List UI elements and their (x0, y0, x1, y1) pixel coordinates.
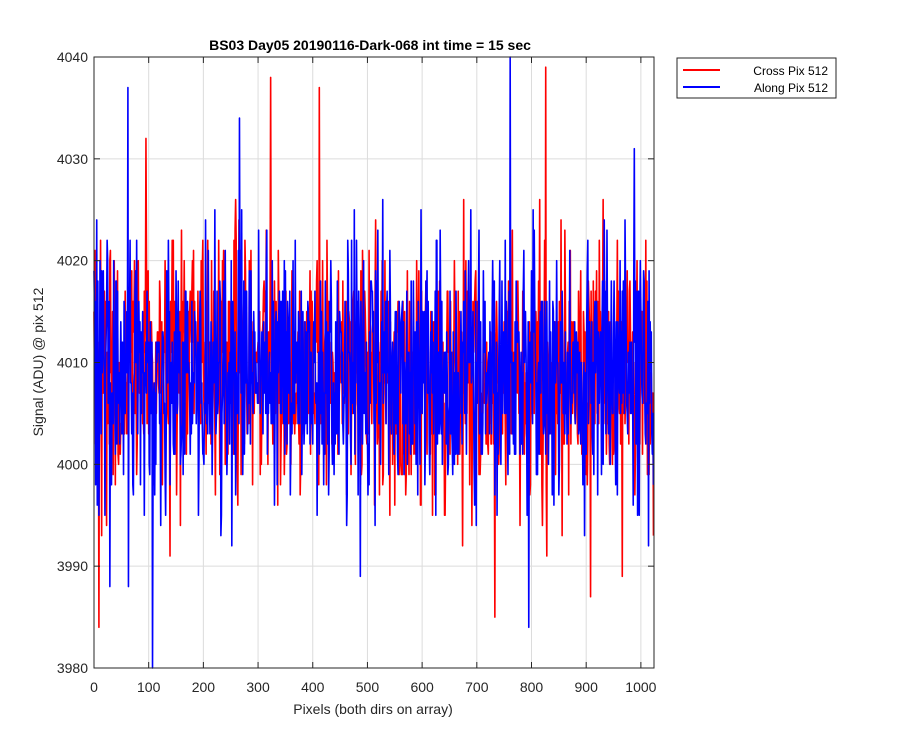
series-line-along-pix-512 (93, 56, 655, 669)
y-tick-label: 4000 (57, 456, 88, 472)
y-tick-label: 4010 (57, 355, 88, 371)
legend-label-cross: Cross Pix 512 (753, 64, 828, 78)
y-tick-label: 4030 (57, 151, 88, 167)
x-tick-label: 400 (301, 679, 325, 695)
ticks: 0 100 200 300 400 500 600 700 800 900 1000 3980 3990… (57, 49, 657, 695)
x-tick-label: 500 (356, 679, 380, 695)
series-layer (93, 56, 655, 669)
x-tick-label: 100 (137, 679, 161, 695)
y-tick-label: 3980 (57, 660, 88, 676)
legend-label-along: Along Pix 512 (754, 81, 828, 95)
y-tick-label: 4040 (57, 49, 88, 65)
x-tick-label: 1000 (625, 679, 656, 695)
x-tick-label: 200 (192, 679, 216, 695)
y-axis-label: Signal (ADU) @ pix 512 (30, 287, 46, 436)
x-tick-label: 800 (520, 679, 544, 695)
x-tick-label: 900 (575, 679, 599, 695)
chart-title: BS03 Day05 20190116-Dark-068 int time = … (209, 37, 531, 53)
x-axis-label: Pixels (both dirs on array) (293, 701, 453, 717)
x-tick-label: 700 (465, 679, 489, 695)
y-tick-label: 4020 (57, 253, 88, 269)
x-tick-label: 300 (246, 679, 270, 695)
legend-box (676, 57, 837, 99)
x-tick-label: 600 (410, 679, 434, 695)
y-tick-label: 3990 (57, 558, 88, 574)
x-tick-label: 0 (90, 679, 98, 695)
legend: Cross Pix 512 Along Pix 512 (676, 57, 837, 99)
